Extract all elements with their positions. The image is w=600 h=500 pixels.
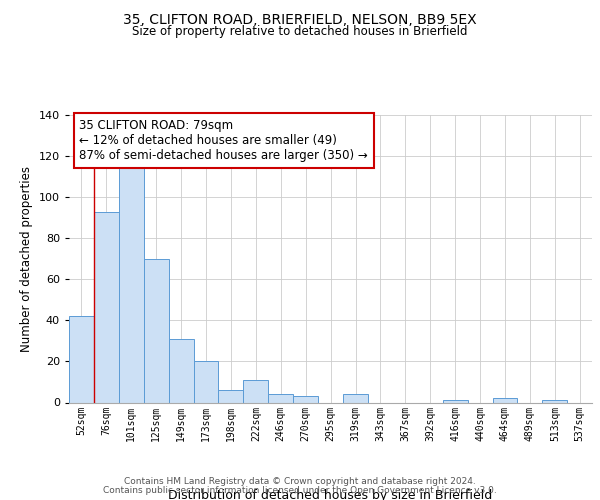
Bar: [94, 212, 119, 402]
Bar: [218, 390, 244, 402]
Bar: [493, 398, 517, 402]
Text: Contains public sector information licensed under the Open Government Licence v3: Contains public sector information licen…: [103, 486, 497, 495]
Text: 35, CLIFTON ROAD, BRIERFIELD, NELSON, BB9 5EX: 35, CLIFTON ROAD, BRIERFIELD, NELSON, BB…: [123, 12, 477, 26]
Bar: [268, 394, 293, 402]
Bar: [443, 400, 467, 402]
Bar: [194, 362, 218, 403]
Bar: [169, 339, 194, 402]
Text: 35 CLIFTON ROAD: 79sqm
← 12% of detached houses are smaller (49)
87% of semi-det: 35 CLIFTON ROAD: 79sqm ← 12% of detached…: [79, 120, 368, 162]
Text: Contains HM Land Registry data © Crown copyright and database right 2024.: Contains HM Land Registry data © Crown c…: [124, 477, 476, 486]
Bar: [293, 396, 318, 402]
Bar: [244, 380, 268, 402]
Y-axis label: Number of detached properties: Number of detached properties: [20, 166, 33, 352]
Bar: [119, 164, 144, 402]
Text: Size of property relative to detached houses in Brierfield: Size of property relative to detached ho…: [132, 25, 468, 38]
Bar: [144, 259, 169, 402]
Bar: [542, 400, 567, 402]
Bar: [343, 394, 368, 402]
X-axis label: Distribution of detached houses by size in Brierfield: Distribution of detached houses by size …: [169, 489, 493, 500]
Bar: [69, 316, 94, 402]
